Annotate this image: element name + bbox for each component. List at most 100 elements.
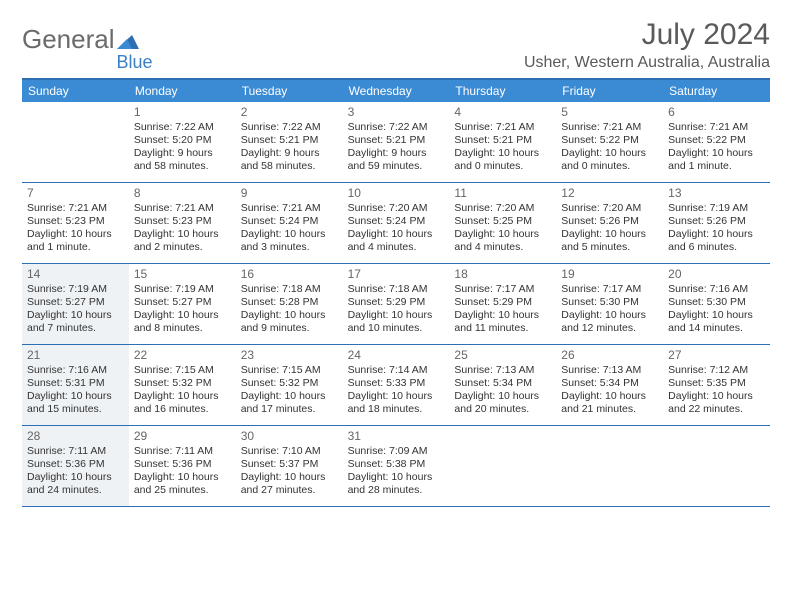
daylight-text: Daylight: 10 hours and 27 minutes. bbox=[241, 471, 338, 497]
daylight-text: Daylight: 10 hours and 16 minutes. bbox=[134, 390, 231, 416]
daylight-text: Daylight: 10 hours and 2 minutes. bbox=[134, 228, 231, 254]
day-number: 6 bbox=[668, 105, 765, 119]
calendar: Sunday Monday Tuesday Wednesday Thursday… bbox=[22, 78, 770, 507]
day-number: 21 bbox=[27, 348, 124, 362]
sunrise-text: Sunrise: 7:22 AM bbox=[134, 121, 231, 134]
sunset-text: Sunset: 5:29 PM bbox=[454, 296, 551, 309]
day-number: 11 bbox=[454, 186, 551, 200]
daylight-text: Daylight: 9 hours and 58 minutes. bbox=[241, 147, 338, 173]
daylight-text: Daylight: 10 hours and 12 minutes. bbox=[561, 309, 658, 335]
title-block: July 2024 Usher, Western Australia, Aust… bbox=[524, 18, 770, 72]
calendar-cell: 31Sunrise: 7:09 AMSunset: 5:38 PMDayligh… bbox=[343, 426, 450, 506]
sunset-text: Sunset: 5:21 PM bbox=[241, 134, 338, 147]
calendar-cell: 29Sunrise: 7:11 AMSunset: 5:36 PMDayligh… bbox=[129, 426, 236, 506]
daylight-text: Daylight: 10 hours and 14 minutes. bbox=[668, 309, 765, 335]
calendar-cell: 25Sunrise: 7:13 AMSunset: 5:34 PMDayligh… bbox=[449, 345, 556, 425]
week-row: 21Sunrise: 7:16 AMSunset: 5:31 PMDayligh… bbox=[22, 345, 770, 426]
day-header-monday: Monday bbox=[129, 80, 236, 102]
daylight-text: Daylight: 10 hours and 0 minutes. bbox=[454, 147, 551, 173]
calendar-cell: 1Sunrise: 7:22 AMSunset: 5:20 PMDaylight… bbox=[129, 102, 236, 182]
daylight-text: Daylight: 10 hours and 7 minutes. bbox=[27, 309, 124, 335]
sunset-text: Sunset: 5:23 PM bbox=[134, 215, 231, 228]
day-number: 18 bbox=[454, 267, 551, 281]
day-number: 2 bbox=[241, 105, 338, 119]
calendar-cell: 17Sunrise: 7:18 AMSunset: 5:29 PMDayligh… bbox=[343, 264, 450, 344]
daylight-text: Daylight: 9 hours and 59 minutes. bbox=[348, 147, 445, 173]
daylight-text: Daylight: 10 hours and 24 minutes. bbox=[27, 471, 124, 497]
daylight-text: Daylight: 10 hours and 22 minutes. bbox=[668, 390, 765, 416]
sunrise-text: Sunrise: 7:09 AM bbox=[348, 445, 445, 458]
sunrise-text: Sunrise: 7:13 AM bbox=[454, 364, 551, 377]
calendar-cell: 27Sunrise: 7:12 AMSunset: 5:35 PMDayligh… bbox=[663, 345, 770, 425]
daylight-text: Daylight: 10 hours and 0 minutes. bbox=[561, 147, 658, 173]
page-title: July 2024 bbox=[524, 18, 770, 52]
day-header-tuesday: Tuesday bbox=[236, 80, 343, 102]
sunset-text: Sunset: 5:25 PM bbox=[454, 215, 551, 228]
sunrise-text: Sunrise: 7:16 AM bbox=[27, 364, 124, 377]
day-number: 19 bbox=[561, 267, 658, 281]
weeks-container: 1Sunrise: 7:22 AMSunset: 5:20 PMDaylight… bbox=[22, 102, 770, 507]
daylight-text: Daylight: 10 hours and 20 minutes. bbox=[454, 390, 551, 416]
day-number: 14 bbox=[27, 267, 124, 281]
sunrise-text: Sunrise: 7:21 AM bbox=[454, 121, 551, 134]
sunset-text: Sunset: 5:32 PM bbox=[241, 377, 338, 390]
day-header-wednesday: Wednesday bbox=[343, 80, 450, 102]
sunrise-text: Sunrise: 7:21 AM bbox=[27, 202, 124, 215]
daylight-text: Daylight: 10 hours and 1 minute. bbox=[27, 228, 124, 254]
sunrise-text: Sunrise: 7:20 AM bbox=[348, 202, 445, 215]
sunrise-text: Sunrise: 7:17 AM bbox=[454, 283, 551, 296]
calendar-cell: 16Sunrise: 7:18 AMSunset: 5:28 PMDayligh… bbox=[236, 264, 343, 344]
sunrise-text: Sunrise: 7:18 AM bbox=[241, 283, 338, 296]
sunset-text: Sunset: 5:33 PM bbox=[348, 377, 445, 390]
calendar-cell: 23Sunrise: 7:15 AMSunset: 5:32 PMDayligh… bbox=[236, 345, 343, 425]
sunset-text: Sunset: 5:36 PM bbox=[134, 458, 231, 471]
day-header-friday: Friday bbox=[556, 80, 663, 102]
calendar-cell: 7Sunrise: 7:21 AMSunset: 5:23 PMDaylight… bbox=[22, 183, 129, 263]
sunset-text: Sunset: 5:24 PM bbox=[348, 215, 445, 228]
calendar-cell: 24 Sunrise: 7:14 AMSunset: 5:33 PMDayligh… bbox=[343, 345, 450, 425]
sunset-text: Sunset: 5:21 PM bbox=[348, 134, 445, 147]
day-number: 24 bbox=[348, 348, 445, 362]
calendar-cell: 30Sunrise: 7:10 AMSunset: 5:37 PMDayligh… bbox=[236, 426, 343, 506]
sunrise-text: Sunrise: 7:15 AM bbox=[134, 364, 231, 377]
calendar-cell: 8Sunrise: 7:21 AMSunset: 5:23 PMDaylight… bbox=[129, 183, 236, 263]
sunset-text: Sunset: 5:26 PM bbox=[561, 215, 658, 228]
page-subtitle: Usher, Western Australia, Australia bbox=[524, 54, 770, 72]
logo-triangle-icon bbox=[117, 31, 139, 49]
calendar-cell: 9Sunrise: 7:21 AMSunset: 5:24 PMDaylight… bbox=[236, 183, 343, 263]
day-number: 23 bbox=[241, 348, 338, 362]
calendar-cell: 10Sunrise: 7:20 AMSunset: 5:24 PMDayligh… bbox=[343, 183, 450, 263]
daylight-text: Daylight: 10 hours and 9 minutes. bbox=[241, 309, 338, 335]
day-number: 31 bbox=[348, 429, 445, 443]
calendar-cell: 4Sunrise: 7:21 AMSunset: 5:21 PMDaylight… bbox=[449, 102, 556, 182]
day-number: 20 bbox=[668, 267, 765, 281]
day-number: 1 bbox=[134, 105, 231, 119]
daylight-text: Daylight: 10 hours and 28 minutes. bbox=[348, 471, 445, 497]
sunset-text: Sunset: 5:22 PM bbox=[561, 134, 658, 147]
daylight-text: Daylight: 10 hours and 18 minutes. bbox=[348, 390, 445, 416]
calendar-cell: 21 Sunrise: 7:16 AMSunset: 5:31 PMDayligh… bbox=[22, 345, 129, 425]
sunset-text: Sunset: 5:31 PM bbox=[27, 377, 124, 390]
calendar-cell: 20Sunrise: 7:16 AMSunset: 5:30 PMDayligh… bbox=[663, 264, 770, 344]
day-number: 9 bbox=[241, 186, 338, 200]
sunrise-text: Sunrise: 7:14 AM bbox=[348, 364, 445, 377]
sunrise-text: Sunrise: 7:15 AM bbox=[241, 364, 338, 377]
day-number: 13 bbox=[668, 186, 765, 200]
sunrise-text: Sunrise: 7:19 AM bbox=[668, 202, 765, 215]
sunrise-text: Sunrise: 7:20 AM bbox=[454, 202, 551, 215]
daylight-text: Daylight: 10 hours and 15 minutes. bbox=[27, 390, 124, 416]
daylight-text: Daylight: 10 hours and 6 minutes. bbox=[668, 228, 765, 254]
sunset-text: Sunset: 5:27 PM bbox=[134, 296, 231, 309]
daylight-text: Daylight: 10 hours and 1 minute. bbox=[668, 147, 765, 173]
sunset-text: Sunset: 5:24 PM bbox=[241, 215, 338, 228]
calendar-cell: 12Sunrise: 7:20 AMSunset: 5:26 PMDayligh… bbox=[556, 183, 663, 263]
day-number: 7 bbox=[27, 186, 124, 200]
sunrise-text: Sunrise: 7:19 AM bbox=[134, 283, 231, 296]
daylight-text: Daylight: 10 hours and 3 minutes. bbox=[241, 228, 338, 254]
sunset-text: Sunset: 5:32 PM bbox=[134, 377, 231, 390]
calendar-cell: 13Sunrise: 7:19 AMSunset: 5:26 PMDayligh… bbox=[663, 183, 770, 263]
day-header-sunday: Sunday bbox=[22, 80, 129, 102]
sunset-text: Sunset: 5:21 PM bbox=[454, 134, 551, 147]
day-headers-row: Sunday Monday Tuesday Wednesday Thursday… bbox=[22, 80, 770, 102]
calendar-cell bbox=[663, 426, 770, 506]
